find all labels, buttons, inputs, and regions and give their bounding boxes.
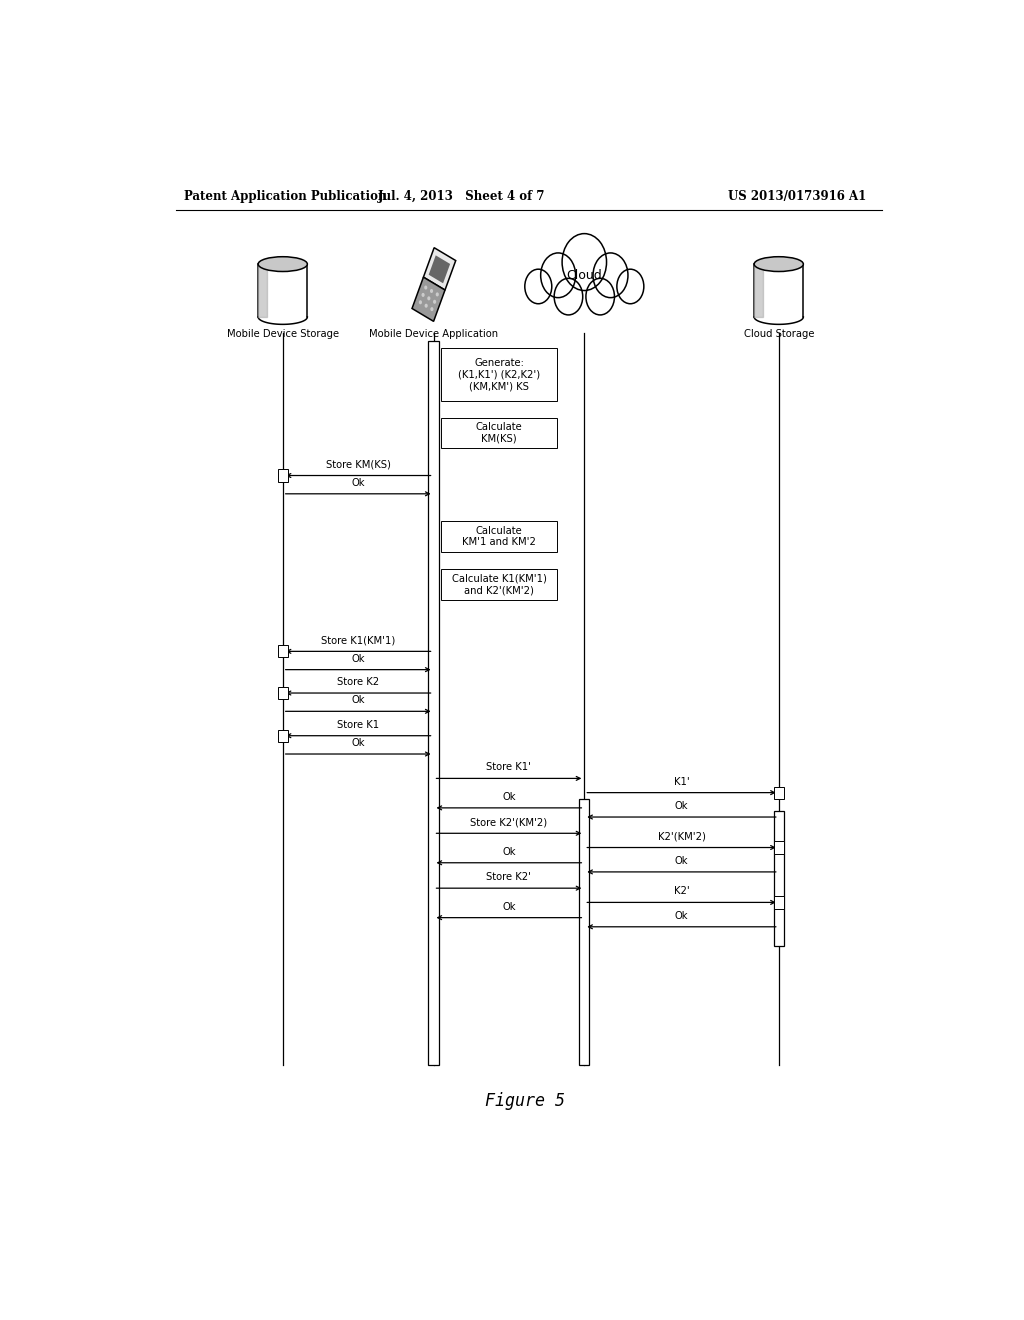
Text: US 2013/0173916 A1: US 2013/0173916 A1 bbox=[728, 190, 866, 202]
Text: Calculate K1(KM'1)
and K2'(KM'2): Calculate K1(KM'1) and K2'(KM'2) bbox=[452, 573, 547, 595]
Text: K2'(KM'2): K2'(KM'2) bbox=[657, 832, 706, 841]
Text: Ok: Ok bbox=[351, 478, 365, 487]
Text: Jul. 4, 2013   Sheet 4 of 7: Jul. 4, 2013 Sheet 4 of 7 bbox=[378, 190, 545, 202]
Text: Store K2': Store K2' bbox=[486, 873, 531, 882]
Bar bbox=[258, 264, 307, 317]
Text: Calculate
KM'1 and KM'2: Calculate KM'1 and KM'2 bbox=[462, 525, 536, 548]
Text: Ok: Ok bbox=[675, 855, 688, 866]
Bar bbox=[278, 645, 288, 657]
Bar bbox=[580, 799, 590, 1065]
Text: Cloud: Cloud bbox=[566, 269, 602, 281]
Circle shape bbox=[424, 285, 427, 289]
Bar bbox=[773, 810, 784, 946]
Bar bbox=[278, 730, 288, 742]
Circle shape bbox=[427, 296, 430, 301]
Circle shape bbox=[593, 253, 628, 297]
Text: Calculate
KM(KS): Calculate KM(KS) bbox=[475, 422, 522, 444]
Text: Ok: Ok bbox=[502, 792, 516, 801]
Polygon shape bbox=[423, 248, 456, 290]
Text: Store K2'(KM'2): Store K2'(KM'2) bbox=[470, 817, 548, 828]
Text: Store KM(KS): Store KM(KS) bbox=[326, 459, 390, 470]
Polygon shape bbox=[258, 264, 267, 317]
Text: Ok: Ok bbox=[502, 846, 516, 857]
Text: Store K1: Store K1 bbox=[337, 719, 379, 730]
Text: Store K1(KM'1): Store K1(KM'1) bbox=[321, 635, 395, 645]
Bar bbox=[774, 841, 783, 854]
Circle shape bbox=[430, 308, 433, 312]
Bar bbox=[774, 787, 783, 799]
Circle shape bbox=[541, 253, 575, 297]
Circle shape bbox=[433, 300, 436, 304]
Text: Figure 5: Figure 5 bbox=[484, 1092, 565, 1110]
Circle shape bbox=[435, 293, 439, 297]
Circle shape bbox=[425, 304, 428, 308]
Text: Patent Application Publication: Patent Application Publication bbox=[183, 190, 386, 202]
Text: Generate:
(K1,K1') (K2,K2')
(KM,KM') KS: Generate: (K1,K1') (K2,K2') (KM,KM') KS bbox=[458, 358, 540, 392]
Bar bbox=[441, 417, 557, 447]
Text: Ok: Ok bbox=[351, 738, 365, 748]
Bar bbox=[428, 342, 438, 1065]
Text: Ok: Ok bbox=[675, 801, 688, 810]
Bar bbox=[774, 896, 783, 908]
Circle shape bbox=[430, 289, 433, 293]
Text: Ok: Ok bbox=[675, 911, 688, 921]
Circle shape bbox=[419, 300, 422, 305]
Circle shape bbox=[586, 279, 614, 315]
Polygon shape bbox=[754, 264, 763, 317]
Polygon shape bbox=[412, 277, 445, 321]
Bar bbox=[278, 686, 288, 700]
Bar bbox=[754, 264, 804, 317]
Circle shape bbox=[422, 293, 425, 297]
Ellipse shape bbox=[754, 256, 804, 272]
Text: K2': K2' bbox=[674, 886, 689, 896]
Circle shape bbox=[616, 269, 644, 304]
Text: Store K1': Store K1' bbox=[486, 763, 531, 772]
Polygon shape bbox=[429, 255, 451, 284]
Bar bbox=[441, 521, 557, 552]
Text: Ok: Ok bbox=[502, 902, 516, 912]
Circle shape bbox=[524, 269, 552, 304]
Text: Cloud Storage: Cloud Storage bbox=[743, 329, 814, 339]
Text: Mobile Device Storage: Mobile Device Storage bbox=[226, 329, 339, 339]
Bar bbox=[441, 569, 557, 599]
Text: K1': K1' bbox=[674, 776, 689, 787]
Text: Ok: Ok bbox=[351, 653, 365, 664]
Bar bbox=[441, 348, 557, 401]
Circle shape bbox=[562, 234, 606, 290]
Text: Ok: Ok bbox=[351, 696, 365, 705]
Ellipse shape bbox=[258, 256, 307, 272]
Bar bbox=[278, 470, 288, 482]
Text: Mobile Device Application: Mobile Device Application bbox=[369, 329, 498, 339]
Circle shape bbox=[554, 279, 583, 315]
Text: Store K2: Store K2 bbox=[337, 677, 379, 686]
